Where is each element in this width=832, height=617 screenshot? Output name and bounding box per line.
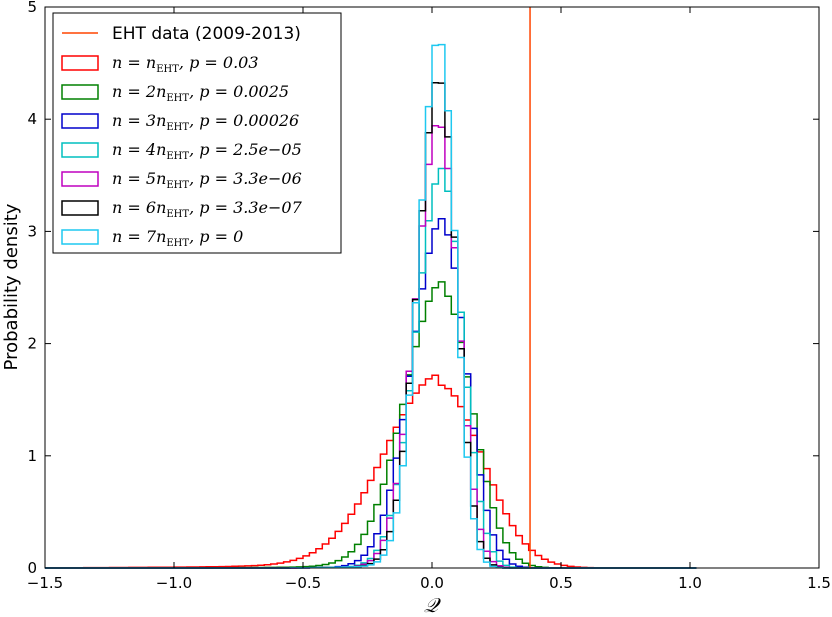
legend-box [52,12,342,254]
legend-label-1: n = nEHT, p = 0.03 [112,53,259,75]
legend-entries: n = nEHT, p = 0.03 n = 2nEHT, p = 0.0025 n… [61,53,303,249]
legend-label-5: n = 5nEHT, p = 3.3e−06 [112,169,302,191]
series-1-histogram [45,374,697,569]
legend-swatch-2 [61,84,99,100]
legend-swatch-6 [61,200,99,216]
x-tick-label: 0.5 [549,574,573,592]
y-tick-label: 3 [27,222,37,240]
legend-swatch-4 [61,142,99,158]
series-2-histogram [45,281,697,569]
x-tick-label: −0.5 [285,574,321,592]
legend-label-4: n = 4nEHT, p = 2.5e−05 [112,140,302,162]
x-tick-label: −1.0 [156,574,192,592]
legend-label-7: n = 7nEHT, p = 0 [112,227,243,249]
y-tick-label: 0 [27,559,37,577]
legend-label-2: n = 2nEHT, p = 0.0025 [112,82,289,104]
legend-label-eht: EHT data (2009-2013) [112,24,301,44]
x-axis-label: 𝒬 [424,593,442,617]
x-tick-label: −1.5 [27,574,63,592]
x-tick-label: 1.5 [807,574,831,592]
y-tick-label: 2 [27,335,37,353]
legend-label-3: n = 3nEHT, p = 0.00026 [112,111,299,133]
y-axis-label: Probability density [1,203,22,370]
legend: EHT data (2009-2013) n = nEHT, p = 0.03n… [52,12,342,254]
y-tick-label: 5 [27,0,37,16]
series-3-histogram [45,217,697,569]
legend-swatch-5 [61,171,99,187]
legend-label-6: n = 6nEHT, p = 3.3e−07 [112,198,303,220]
axis-ticks: −1.5 −1.0 −0.5 0.0 0.5 1.0 1.5 0 1 2 3 4 5 [27,0,831,592]
legend-swatch-1 [61,55,99,71]
x-tick-label: 0.0 [420,574,444,592]
legend-swatch-3 [61,113,99,129]
x-tick-label: 1.0 [678,574,702,592]
y-tick-label: 4 [27,110,37,128]
legend-swatch-7 [61,229,99,245]
y-tick-label: 1 [27,447,37,465]
